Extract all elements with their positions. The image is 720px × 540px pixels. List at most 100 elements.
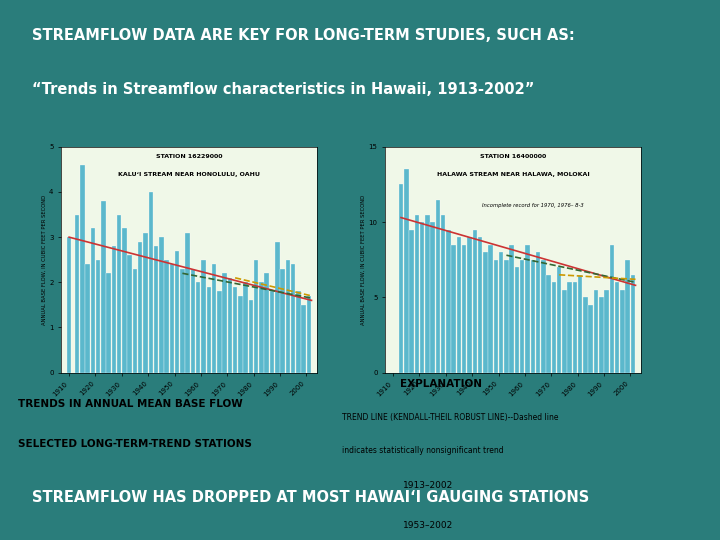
Y-axis label: ANNUAL BASE FLOW, IN CUBIC FEET PER SECOND: ANNUAL BASE FLOW, IN CUBIC FEET PER SECO… (41, 195, 46, 325)
Bar (275, 242, 279, 373)
Text: Incomplete record for 1970, 1976– 8-3: Incomplete record for 1970, 1976– 8-3 (482, 203, 584, 208)
Bar (117, 214, 122, 373)
Bar (404, 170, 408, 373)
Text: 1913–2002: 1913–2002 (403, 481, 454, 490)
Bar (85, 264, 90, 373)
Bar (431, 222, 435, 373)
Bar (254, 260, 258, 373)
Bar (415, 214, 419, 373)
Text: EXPLANATION: EXPLANATION (400, 379, 482, 389)
Bar (91, 228, 95, 373)
Bar (510, 245, 514, 373)
Bar (572, 282, 577, 373)
Text: indicates statistically nonsignificant trend: indicates statistically nonsignificant t… (342, 446, 503, 455)
Bar (494, 260, 498, 373)
Bar (75, 214, 79, 373)
Bar (233, 287, 238, 373)
Bar (243, 282, 248, 373)
Bar (546, 275, 551, 373)
Bar (588, 305, 593, 373)
Bar (478, 237, 482, 373)
Bar (620, 290, 624, 373)
Bar (196, 282, 200, 373)
Bar (515, 267, 519, 373)
Bar (583, 298, 588, 373)
Bar (499, 252, 503, 373)
Bar (307, 296, 311, 373)
Text: STATION 16400000: STATION 16400000 (480, 153, 546, 159)
Bar (425, 214, 430, 373)
Text: STREAMFLOW HAS DROPPED AT MOST HAWAIʻI GAUGING STATIONS: STREAMFLOW HAS DROPPED AT MOST HAWAIʻI G… (32, 490, 590, 505)
Bar (436, 199, 440, 373)
Bar (451, 245, 456, 373)
Text: HALAWA STREAM NEAR HALAWA, MOLOKAI: HALAWA STREAM NEAR HALAWA, MOLOKAI (436, 172, 590, 177)
Bar (446, 230, 451, 373)
Text: KALUʻI STREAM NEAR HONOLULU, OAHU: KALUʻI STREAM NEAR HONOLULU, OAHU (118, 172, 260, 177)
Bar (615, 282, 619, 373)
Bar (264, 273, 269, 373)
Bar (170, 264, 174, 373)
Bar (536, 252, 540, 373)
Bar (562, 290, 567, 373)
Bar (557, 267, 562, 373)
Bar (610, 245, 614, 373)
Bar (270, 292, 274, 373)
Bar (462, 245, 467, 373)
Bar (291, 264, 295, 373)
Y-axis label: ANNUAL BASE FLOW, IN CUBIC FEET PER SECOND: ANNUAL BASE FLOW, IN CUBIC FEET PER SECO… (361, 195, 366, 325)
Bar (164, 260, 169, 373)
Bar (186, 233, 190, 373)
Bar (541, 260, 546, 373)
Bar (280, 269, 285, 373)
Bar (631, 275, 635, 373)
Bar (594, 290, 598, 373)
Bar (96, 260, 100, 373)
Bar (80, 165, 84, 373)
Bar (259, 282, 264, 373)
Bar (420, 222, 424, 373)
Bar (217, 292, 222, 373)
Bar (399, 185, 403, 373)
Bar (599, 298, 603, 373)
Bar (504, 260, 508, 373)
Bar (472, 230, 477, 373)
Bar (212, 264, 216, 373)
Bar (112, 246, 116, 373)
Bar (483, 252, 487, 373)
Text: 1953–2002: 1953–2002 (403, 521, 454, 530)
Bar (101, 201, 106, 373)
Bar (138, 242, 143, 373)
Bar (148, 192, 153, 373)
Bar (67, 237, 71, 373)
Bar (552, 282, 556, 373)
Bar (202, 260, 206, 373)
Bar (467, 237, 472, 373)
Bar (626, 260, 630, 373)
Bar (488, 245, 493, 373)
Bar (531, 260, 535, 373)
Text: STATION 16229000: STATION 16229000 (156, 153, 222, 159)
Text: TRENDS IN ANNUAL MEAN BASE FLOW: TRENDS IN ANNUAL MEAN BASE FLOW (18, 399, 243, 409)
Bar (409, 230, 414, 373)
Text: TREND LINE (KENDALL-THEIL ROBUST LINE)--Dashed line: TREND LINE (KENDALL-THEIL ROBUST LINE)--… (342, 413, 559, 422)
Bar (191, 269, 195, 373)
Bar (441, 214, 446, 373)
Bar (456, 237, 462, 373)
Bar (520, 260, 524, 373)
Bar (127, 255, 132, 373)
Bar (222, 273, 227, 373)
Bar (159, 237, 163, 373)
Bar (107, 273, 111, 373)
Bar (154, 246, 158, 373)
Bar (207, 287, 211, 373)
Bar (143, 233, 148, 373)
Bar (526, 245, 530, 373)
Bar (228, 278, 232, 373)
Bar (238, 296, 243, 373)
Bar (567, 282, 572, 373)
Bar (578, 275, 582, 373)
Bar (286, 260, 290, 373)
Bar (122, 228, 127, 373)
Bar (180, 269, 184, 373)
Bar (175, 251, 179, 373)
